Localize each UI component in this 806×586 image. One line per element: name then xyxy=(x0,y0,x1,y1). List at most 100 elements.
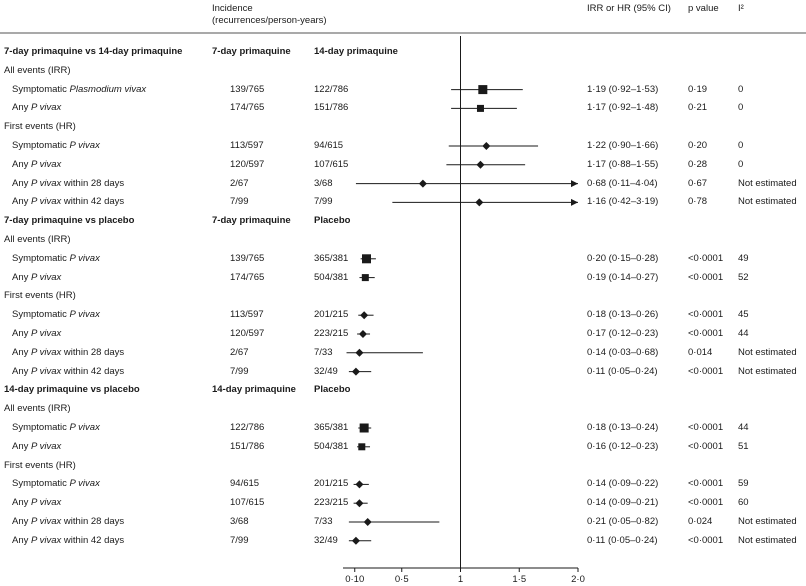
estimate-ci: 0·14 (0·09–0·21) xyxy=(587,497,659,509)
estimate-marker xyxy=(418,179,427,188)
group2-incidence: 107/615 xyxy=(314,158,349,170)
i2-value: 60 xyxy=(738,497,749,509)
row-label: Any P vivax xyxy=(12,440,62,452)
p-value: 0·21 xyxy=(688,102,708,114)
row-label: Symptomatic P vivax xyxy=(12,252,100,264)
i2-value: 44 xyxy=(738,422,749,433)
estimate-ci: 0·18 (0·13–0·26) xyxy=(587,309,659,321)
estimate-ci: 0·11 (0·05–0·24) xyxy=(587,365,658,377)
p-value: <0·0001 xyxy=(688,440,724,452)
p-value: 0·19 xyxy=(688,83,708,95)
p-value: <0·0001 xyxy=(688,534,724,546)
estimate-marker xyxy=(362,254,371,264)
subgroup-label: First events (HR) xyxy=(4,459,76,471)
estimate-ci: 1·22 (0·90–1·66) xyxy=(587,140,659,151)
p-value: 0·014 xyxy=(688,346,713,358)
p-value: <0·0001 xyxy=(688,252,724,264)
group2-header: Placebo xyxy=(314,384,351,396)
group2-incidence: 94/615 xyxy=(314,140,344,151)
group1-incidence: 113/597 xyxy=(230,309,264,321)
row-label: Any P vivax xyxy=(12,271,62,283)
ci-arrow xyxy=(571,180,578,188)
row-label: Any P vivax within 28 days xyxy=(12,346,125,358)
estimate-ci: 1·17 (0·92–1·48) xyxy=(587,102,659,114)
i2-value: 0 xyxy=(738,83,744,95)
i2-value: Not estimated xyxy=(738,365,797,377)
group1-incidence: 94/615 xyxy=(230,478,260,490)
incidence-subheader: (recurrences/person-years) xyxy=(212,15,327,26)
estimate-ci: 0·14 (0·09–0·22) xyxy=(587,478,659,490)
row-label: Any P vivax xyxy=(12,497,62,509)
p-value: 0·20 xyxy=(688,140,708,151)
subgroup-label: All events (IRR) xyxy=(4,403,71,415)
estimate-marker xyxy=(355,480,364,489)
estimate-marker xyxy=(475,198,484,207)
estimate-ci: 1·16 (0·42–3·19) xyxy=(587,196,659,208)
estimate-ci: 0·14 (0·03–0·68) xyxy=(587,346,659,358)
group1-incidence: 7/99 xyxy=(230,365,249,377)
estimate-ci: 0·20 (0·15–0·28) xyxy=(587,252,659,264)
p-value: <0·0001 xyxy=(688,271,724,283)
pvalue-header: p value xyxy=(688,3,719,14)
estimate-marker xyxy=(478,85,488,95)
estimate-ci: 0·68 (0·11–4·04) xyxy=(587,177,658,189)
i2-value: 51 xyxy=(738,440,749,452)
i2-header: I² xyxy=(738,3,744,14)
i2-value: 44 xyxy=(738,328,749,339)
section-title: 7-day primaquine vs 14-day primaquine xyxy=(4,46,183,57)
group1-incidence: 122/786 xyxy=(230,422,265,433)
group2-incidence: 365/381 xyxy=(314,252,349,264)
group1-incidence: 120/597 xyxy=(230,158,265,170)
estimate-marker xyxy=(351,367,360,376)
i2-value: Not estimated xyxy=(738,177,797,189)
group1-incidence: 139/765 xyxy=(230,252,265,264)
estimate-ci: 0·16 (0·12–0·23) xyxy=(587,440,659,452)
p-value: <0·0001 xyxy=(688,478,724,490)
estimate-ci: 0·11 (0·05–0·24) xyxy=(587,534,658,546)
group2-incidence: 151/786 xyxy=(314,102,349,114)
group2-incidence: 201/215 xyxy=(314,309,349,321)
ci-arrow xyxy=(571,198,578,206)
group2-incidence: 3/68 xyxy=(314,177,333,189)
estimate-marker xyxy=(476,104,484,112)
group2-incidence: 32/49 xyxy=(314,365,338,377)
estimate-ci: 1·17 (0·88–1·55) xyxy=(587,158,659,170)
p-value: <0·0001 xyxy=(688,497,724,509)
group1-header: 7-day primaquine xyxy=(212,46,291,57)
estimate-header: IRR or HR (95% CI) xyxy=(587,3,671,14)
row-label: Any P vivax within 42 days xyxy=(12,365,125,377)
group1-incidence: 3/68 xyxy=(230,516,249,527)
row-label: Symptomatic P vivax xyxy=(12,478,100,490)
subgroup-label: All events (IRR) xyxy=(4,64,71,76)
group2-incidence: 122/786 xyxy=(314,83,349,95)
p-value: <0·0001 xyxy=(688,309,724,321)
row-label: Any P vivax xyxy=(12,102,62,114)
i2-value: 0 xyxy=(738,140,744,151)
row-label: Any P vivax within 42 days xyxy=(12,196,125,208)
group1-incidence: 120/597 xyxy=(230,328,265,339)
estimate-marker xyxy=(482,142,491,150)
group2-incidence: 7/33 xyxy=(314,516,333,527)
row-label: Symptomatic P vivax xyxy=(12,309,100,321)
group1-incidence: 174/765 xyxy=(230,271,265,283)
row-label: Any P vivax within 28 days xyxy=(12,177,125,189)
incidence-header: Incidence xyxy=(212,3,253,14)
group1-incidence: 2/67 xyxy=(230,346,249,358)
estimate-ci: 1·19 (0·92–1·53) xyxy=(587,83,659,95)
group1-incidence: 139/765 xyxy=(230,83,265,95)
group1-incidence: 107/615 xyxy=(230,497,265,509)
group1-incidence: 113/597 xyxy=(230,140,264,151)
group1-header: 14-day primaquine xyxy=(212,384,296,396)
estimate-marker xyxy=(355,348,364,357)
i2-value: 0 xyxy=(738,102,744,114)
p-value: <0·0001 xyxy=(688,422,724,433)
p-value: <0·0001 xyxy=(688,328,724,339)
group1-header: 7-day primaquine xyxy=(212,215,291,227)
i2-value: Not estimated xyxy=(738,196,797,208)
group2-incidence: 32/49 xyxy=(314,534,338,546)
i2-value: Not estimated xyxy=(738,516,797,527)
p-value: 0·28 xyxy=(688,158,708,170)
subgroup-label: First events (HR) xyxy=(4,121,76,133)
estimate-marker xyxy=(363,518,372,526)
row-label: Symptomatic P vivax xyxy=(12,422,100,433)
